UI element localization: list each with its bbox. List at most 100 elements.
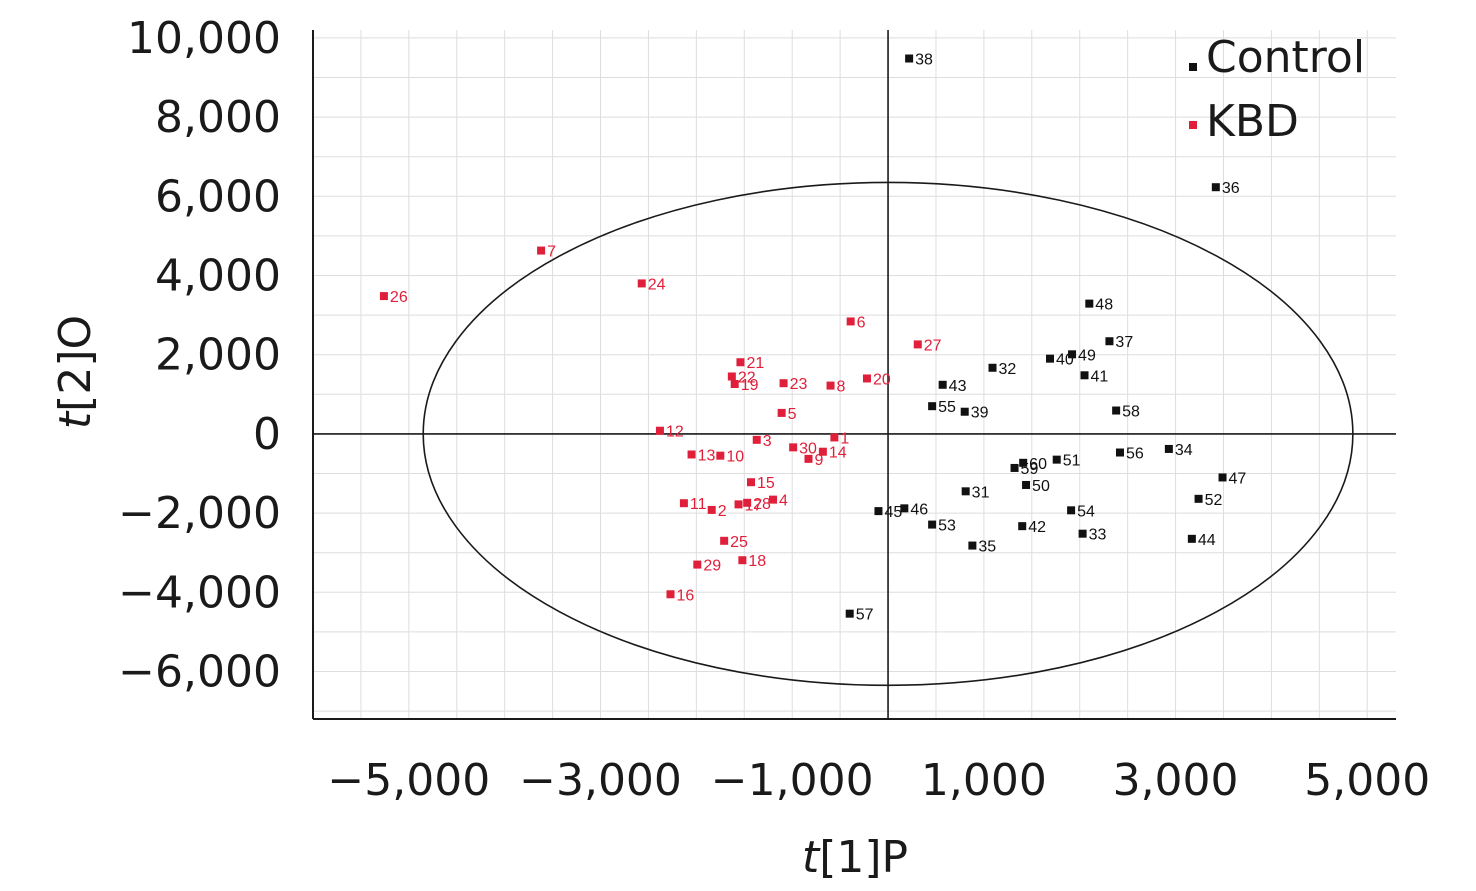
- scatter-point: [1187, 534, 1196, 543]
- legend-swatch-control: [1189, 63, 1197, 71]
- scatter-point: [637, 279, 646, 288]
- x-tick-label: 3,000: [1113, 755, 1239, 806]
- point-label: 30: [799, 440, 817, 457]
- point-label: 24: [648, 276, 666, 293]
- y-tick-label: 6,000: [155, 171, 281, 222]
- point-label: 13: [698, 447, 716, 464]
- point-label: 49: [1078, 347, 1096, 364]
- point-label: 33: [1089, 527, 1107, 544]
- scatter-point: [913, 340, 922, 349]
- scatter-point: [655, 426, 664, 435]
- point-label: 18: [748, 553, 766, 570]
- scatter-point: [900, 504, 909, 513]
- x-tick-label: 5,000: [1304, 755, 1430, 806]
- point-label: 23: [790, 376, 808, 393]
- scatter-point: [537, 246, 546, 255]
- scatter-point: [738, 556, 747, 565]
- point-label: 46: [910, 501, 928, 518]
- point-label: 39: [971, 405, 989, 422]
- point-label: 9: [814, 452, 823, 469]
- x-tick-label: −5,000: [327, 755, 490, 806]
- y-tick-label: −2,000: [118, 488, 281, 539]
- y-tick-label: −6,000: [118, 646, 281, 697]
- scatter-point: [779, 379, 788, 388]
- x-tick-label: −1,000: [711, 755, 874, 806]
- scatter-point: [1080, 371, 1089, 380]
- y-tick-label: 8,000: [155, 92, 281, 143]
- scatter-point: [938, 380, 947, 389]
- point-label: 54: [1077, 503, 1095, 520]
- scatter-point: [1068, 350, 1077, 359]
- scatter-point: [1010, 463, 1019, 472]
- point-label: 51: [1063, 453, 1081, 470]
- scatter-point: [1211, 183, 1220, 192]
- legend-swatch-kbd: [1189, 121, 1197, 129]
- point-label: 6: [857, 314, 866, 331]
- y-tick-label: −4,000: [118, 567, 281, 618]
- scatter-point: [769, 495, 778, 504]
- scatter-point: [707, 505, 716, 514]
- point-label: 1: [840, 430, 849, 447]
- point-label: 50: [1032, 478, 1050, 495]
- scatter-point: [960, 407, 969, 416]
- scatter-point: [961, 487, 970, 496]
- point-label: 34: [1175, 442, 1193, 459]
- scatter-point: [736, 358, 745, 367]
- point-label: 31: [972, 484, 990, 501]
- scatter-point: [874, 507, 883, 516]
- scatter-point: [716, 451, 725, 460]
- scatter-point: [1115, 448, 1124, 457]
- point-label: 57: [856, 607, 874, 624]
- scatter-point: [862, 374, 871, 383]
- y-tick-label: 10,000: [127, 13, 281, 64]
- scatter-point: [743, 498, 752, 507]
- scatter-point: [752, 435, 761, 444]
- scatter-point: [968, 541, 977, 550]
- point-label: 14: [829, 445, 847, 462]
- scatter-point: [1046, 354, 1055, 363]
- point-label: 42: [1028, 519, 1046, 536]
- legend-label-kbd: KBD: [1206, 96, 1299, 147]
- legend: Control KBD: [1189, 32, 1365, 147]
- y-tick-label: 0: [253, 409, 281, 460]
- scatter-point: [1194, 494, 1203, 503]
- point-label: 20: [873, 371, 891, 388]
- point-label: 5: [788, 406, 797, 423]
- scatter-point: [826, 381, 835, 390]
- point-label: 36: [1222, 180, 1240, 197]
- point-label: 25: [730, 534, 748, 551]
- point-label: 43: [949, 378, 967, 395]
- scatter-point: [818, 447, 827, 456]
- point-label: 21: [746, 355, 764, 372]
- scatter-point: [1019, 458, 1028, 467]
- scatter-point: [746, 478, 755, 487]
- point-label: 3: [763, 433, 772, 450]
- point-label: 48: [1095, 297, 1113, 314]
- x-axis-label-rest: [1]P: [819, 832, 908, 883]
- scatter-point: [1164, 444, 1173, 453]
- scatter-point: [1018, 522, 1027, 531]
- point-label: 2: [718, 503, 727, 520]
- scatter-point: [845, 609, 854, 618]
- scatter-point: [1085, 299, 1094, 308]
- point-label: 10: [726, 449, 744, 466]
- point-label: 45: [884, 504, 902, 521]
- point-label: 27: [924, 337, 942, 354]
- scatter-point: [727, 372, 736, 381]
- point-label: 26: [390, 289, 408, 306]
- y-axis-label-rest: [2]O: [50, 315, 101, 412]
- x-tick-label: 1,000: [921, 755, 1047, 806]
- scatter-point: [720, 536, 729, 545]
- y-tick-labels: −6,000 −4,000 −2,000 0 2,000 4,000 6,000 8,000 1…: [118, 13, 281, 698]
- y-axis-label-italic: t: [50, 410, 101, 429]
- point-label: 28: [753, 496, 771, 513]
- point-label: 35: [978, 539, 996, 556]
- scatter-point: [1022, 480, 1031, 489]
- point-label: 7: [547, 244, 556, 261]
- scatter-point: [379, 292, 388, 301]
- scatter-point: [789, 443, 798, 452]
- point-label: 8: [837, 379, 846, 396]
- scatter-point: [1052, 455, 1061, 464]
